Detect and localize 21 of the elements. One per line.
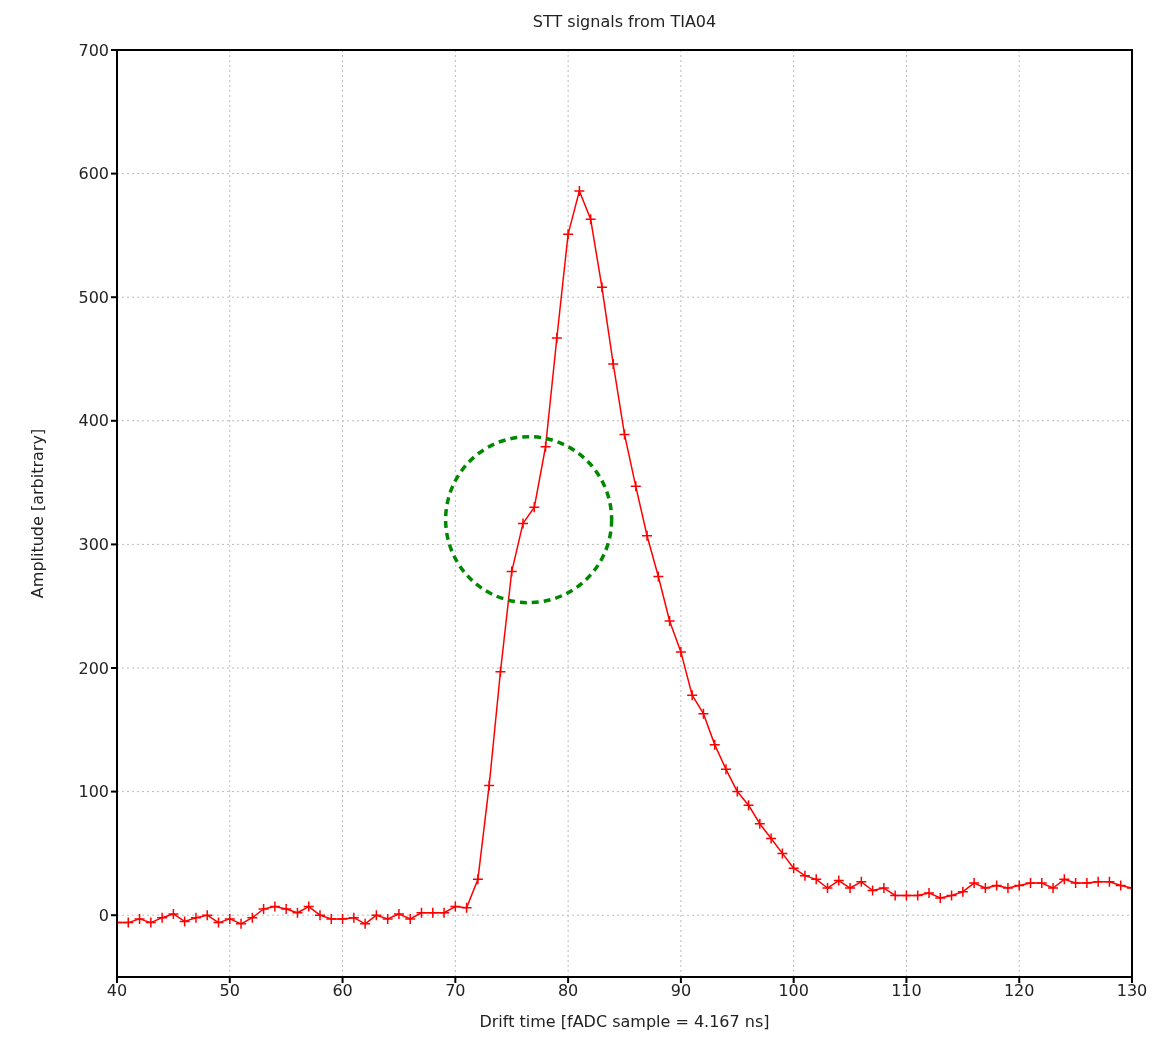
x-tick-label: 130: [1116, 981, 1148, 1001]
x-tick-label: 110: [891, 981, 922, 1001]
y-tick-label: 100: [78, 782, 109, 802]
y-axis-title: Amplitude [arbitrary]: [27, 428, 47, 599]
x-tick-label: 80: [557, 981, 579, 1001]
y-tick-label: 500: [78, 287, 109, 307]
x-tick-label: 70: [445, 981, 466, 1001]
y-tick-label: 700: [78, 40, 109, 60]
y-tick-label: 400: [78, 411, 109, 431]
x-tick-label: 100: [778, 981, 809, 1001]
x-tick-label: 50: [219, 981, 240, 1001]
y-tick-label: 0: [98, 905, 109, 925]
y-tick-label: 300: [78, 535, 109, 555]
x-axis-title: Drift time [fADC sample = 4.167 ns]: [479, 1012, 770, 1031]
x-tick-label: 90: [670, 981, 692, 1001]
x-tick-label: 60: [332, 981, 353, 1001]
chart-title: STT signals from TIA04: [531, 12, 718, 31]
x-tick-label: 40: [106, 981, 128, 1001]
y-tick-label: 200: [78, 658, 109, 678]
y-tick-label: 600: [78, 164, 109, 184]
x-tick-label: 120: [1003, 981, 1035, 1001]
